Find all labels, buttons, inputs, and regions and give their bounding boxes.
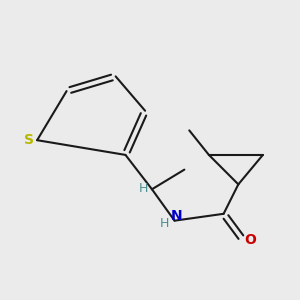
Text: H: H	[160, 217, 169, 230]
Text: S: S	[24, 133, 34, 147]
Text: N: N	[171, 209, 182, 223]
Text: H: H	[138, 182, 148, 195]
Text: O: O	[244, 233, 256, 247]
